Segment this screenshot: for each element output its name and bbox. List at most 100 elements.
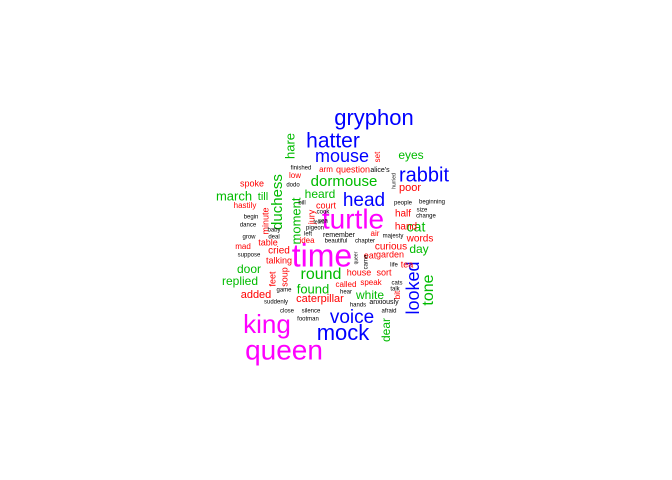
word-bit: bit xyxy=(393,290,402,299)
word-turtle: turtle xyxy=(322,203,384,234)
word-mouse: mouse xyxy=(315,146,369,166)
word-dear: dear xyxy=(379,318,393,342)
word-begin: begin xyxy=(244,215,259,221)
word-people: people xyxy=(394,201,413,207)
word-arm: arm xyxy=(319,165,333,174)
word-speak: speak xyxy=(360,278,382,287)
word-caterpillar: caterpillar xyxy=(296,293,344,305)
word-tears: tears xyxy=(313,219,325,225)
word-life: life xyxy=(390,263,398,269)
word-majesty: majesty xyxy=(383,234,404,240)
word-hatter: hatter xyxy=(306,130,360,153)
word-mad: mad xyxy=(235,242,251,251)
word-finished: finished xyxy=(291,166,312,172)
word-house: house xyxy=(347,267,372,277)
word-set: set xyxy=(373,151,382,162)
word-bill: bill xyxy=(298,201,305,207)
word-beginning: beginning xyxy=(419,200,445,206)
word-soup: soup xyxy=(279,267,289,287)
word-minute: minute xyxy=(260,207,270,234)
word-curious: curious xyxy=(375,242,407,253)
word-called: called xyxy=(336,280,357,289)
word-tea: tea xyxy=(401,259,414,269)
word-baby: baby xyxy=(267,228,280,234)
word-found: found xyxy=(297,281,330,296)
word-close: close xyxy=(280,309,295,315)
word-dodo: dodo xyxy=(286,183,300,189)
word-eyes: eyes xyxy=(398,148,423,162)
word-sort: sort xyxy=(376,267,392,277)
word-remember: remember xyxy=(323,232,356,239)
word-eat: eat xyxy=(364,250,377,260)
word-jury: jury xyxy=(306,209,316,225)
word-tone: tone xyxy=(420,274,437,305)
word-rabbit: rabbit xyxy=(399,164,449,186)
word-grow: grow xyxy=(242,235,256,241)
word-poor: poor xyxy=(399,182,421,194)
word-cried: cried xyxy=(268,246,290,257)
word-dance: dance xyxy=(240,223,257,229)
word-heard: heard xyxy=(305,187,336,201)
word-cats: cats xyxy=(391,281,402,287)
word-head: head xyxy=(343,190,385,211)
word-looked: looked xyxy=(403,261,423,314)
word-game: game xyxy=(276,288,292,294)
word-voice: voice xyxy=(330,307,374,328)
word-words: words xyxy=(406,234,434,245)
word-door: door xyxy=(237,262,261,276)
word-till: till xyxy=(258,191,268,203)
word-beautiful: beautiful xyxy=(325,239,348,245)
word-hands: hands xyxy=(350,303,366,309)
word-king: king xyxy=(243,309,291,339)
word-mock: mock xyxy=(317,320,371,345)
word-deal: deal xyxy=(268,235,279,241)
word-hurried: hurried xyxy=(391,173,397,189)
word-air: air xyxy=(371,229,380,238)
word-feet: feet xyxy=(267,271,277,287)
word-replied: replied xyxy=(222,274,258,288)
word-suddenly: suddenly xyxy=(264,300,288,306)
word-spoke: spoke xyxy=(240,178,264,188)
word-day: day xyxy=(409,242,428,256)
word-table: table xyxy=(258,237,278,247)
word-added: added xyxy=(241,289,272,301)
word-dormouse: dormouse xyxy=(311,173,378,190)
word-gryphon: gryphon xyxy=(334,105,414,130)
word-hear: hear xyxy=(340,290,352,296)
word-cat: cat xyxy=(407,219,426,235)
word-hastily: hastily xyxy=(234,201,257,210)
word-hare: hare xyxy=(282,133,297,159)
word-change: change xyxy=(416,214,436,220)
word-garden: garden xyxy=(376,249,404,259)
word-sea: sea xyxy=(318,219,328,225)
word-duchess: duchess xyxy=(269,174,286,230)
word-size: size xyxy=(417,208,428,214)
word-question: question xyxy=(336,164,370,174)
word-round: round xyxy=(301,266,342,283)
word-time: time xyxy=(292,237,352,273)
word-hand: hand xyxy=(395,222,417,233)
word-chapter: chapter xyxy=(355,239,375,245)
word-afraid: afraid xyxy=(381,309,396,315)
word-left: left xyxy=(304,232,312,238)
word-talking: talking xyxy=(266,255,292,265)
word-came: came xyxy=(364,254,370,269)
word-idea: idea xyxy=(299,236,315,245)
word-queer: queer xyxy=(353,251,359,264)
word-pigeon: pigeon xyxy=(306,226,324,232)
word-white: white xyxy=(355,288,384,302)
word-silence: silence xyxy=(302,309,321,315)
word-court: court xyxy=(316,200,337,210)
word-cook: cook xyxy=(317,210,331,216)
word-queen: queen xyxy=(245,334,323,365)
word-talk: talk xyxy=(390,287,400,293)
word-moment: moment xyxy=(288,197,303,244)
word-footman: footman xyxy=(297,317,319,323)
word-suppose: suppose xyxy=(238,253,261,259)
word-march: march xyxy=(216,188,252,203)
word-low: low xyxy=(289,171,301,180)
word-anxiously: anxiously xyxy=(369,299,399,306)
word-half: half xyxy=(395,209,411,220)
